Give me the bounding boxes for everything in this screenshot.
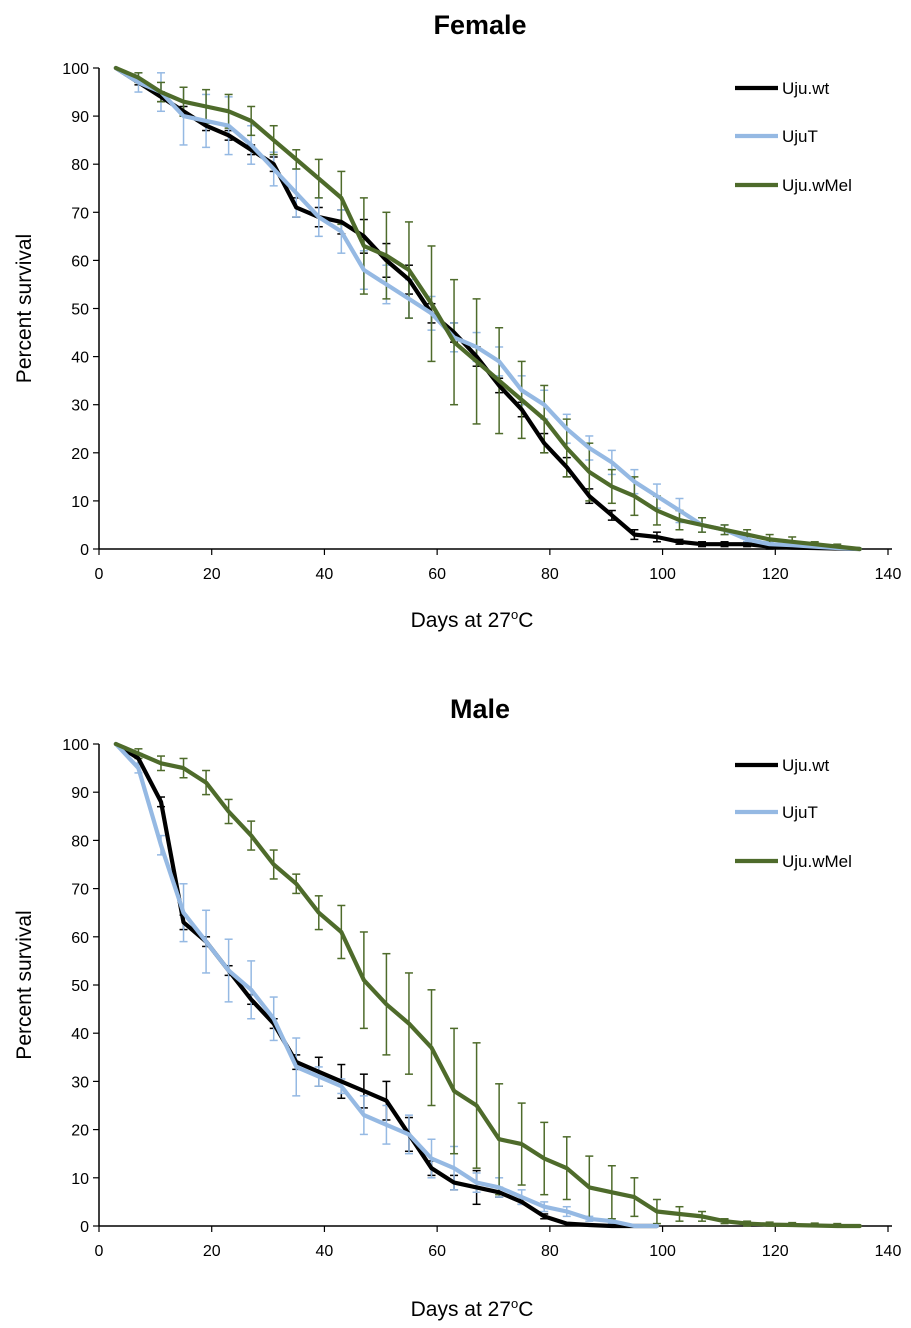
legend-label-ujut: UjuT <box>782 127 818 146</box>
male-y-tick-label: 30 <box>71 1074 89 1091</box>
male-chart-title: Male <box>450 694 510 724</box>
male-x-tick-label: 60 <box>428 1243 446 1260</box>
female-series-line-uju-wmel <box>113 65 862 552</box>
female-x-tick-label: 80 <box>541 566 559 583</box>
female-chart-svg: Female 0 10 20 30 40 50 60 70 80 90 100 0 20 40 60 80 100… <box>13 10 902 632</box>
male-y-tick-label: 100 <box>62 737 89 754</box>
legend-label-uju-wt: Uju.wt <box>782 79 830 98</box>
female-y-tick-label: 30 <box>71 398 89 415</box>
female-series-line-ujut <box>113 65 862 552</box>
female-y-tick-label: 40 <box>71 350 89 367</box>
female-x-tick-label: 60 <box>428 566 446 583</box>
male-x-tick-label: 100 <box>649 1243 676 1260</box>
male-x-tick-label: 40 <box>316 1243 334 1260</box>
male-x-tick-label: 140 <box>875 1243 902 1260</box>
female-x-tick-label: 120 <box>762 566 789 583</box>
female-x-tick-label: 20 <box>203 566 221 583</box>
male-chart-svg: Male 0 10 20 30 40 50 60 70 80 90 100 0 20 40 60 80 100 12… <box>13 694 902 1321</box>
female-x-tick-label: 100 <box>649 566 676 583</box>
female-y-tick-label: 80 <box>71 157 89 174</box>
female-y-axis-label: Percent survival <box>13 234 36 383</box>
legend-label-uju-wt: Uju.wt <box>782 756 830 775</box>
male-series-line-ujut <box>113 741 660 1229</box>
male-x-tick-label: 0 <box>95 1243 104 1260</box>
male-y-axis-label: Percent survival <box>13 910 36 1059</box>
male-series-line-uju-wmel <box>113 741 862 1229</box>
female-legend: Uju.wt UjuT Uju.wMel <box>735 79 852 195</box>
male-survival-chart: Male 0 10 20 30 40 50 60 70 80 90 100 0 20 40 60 80 100 12… <box>0 664 911 1328</box>
legend-label-ujut: UjuT <box>782 803 818 822</box>
female-y-tick-label: 60 <box>71 253 89 270</box>
male-y-tick-label: 0 <box>80 1219 89 1236</box>
female-x-tick-label: 0 <box>95 566 104 583</box>
female-y-tick-label: 100 <box>62 61 89 78</box>
male-x-tick-label: 120 <box>762 1243 789 1260</box>
male-legend: Uju.wt UjuT Uju.wMel <box>735 756 852 871</box>
male-x-tick-label: 80 <box>541 1243 559 1260</box>
male-y-tick-label: 20 <box>71 1123 89 1140</box>
female-x-axis-label: Days at 27oC <box>411 607 534 632</box>
female-chart-title: Female <box>433 10 526 40</box>
male-x-tick-label: 20 <box>203 1243 221 1260</box>
male-y-tick-label: 50 <box>71 978 89 995</box>
male-y-tick-label: 60 <box>71 930 89 947</box>
female-y-tick-label: 90 <box>71 109 89 126</box>
male-y-tick-label: 70 <box>71 882 89 899</box>
female-y-tick-label: 70 <box>71 205 89 222</box>
female-y-tick-label: 50 <box>71 302 89 319</box>
legend-label-uju-wmel: Uju.wMel <box>782 176 852 195</box>
male-y-tick-label: 40 <box>71 1026 89 1043</box>
female-y-tick-label: 0 <box>80 542 89 559</box>
legend-label-uju-wmel: Uju.wMel <box>782 852 852 871</box>
female-y-tick-label: 20 <box>71 446 89 463</box>
male-y-tick-label: 10 <box>71 1171 89 1188</box>
male-y-tick-label: 80 <box>71 833 89 850</box>
male-series-uju-wt-error-bars <box>134 752 549 1220</box>
female-survival-chart: Female 0 10 20 30 40 50 60 70 80 90 100 0 20 40 60 80 100… <box>13 10 902 632</box>
female-x-tick-label: 40 <box>316 566 334 583</box>
male-x-axis-label: Days at 27oC <box>411 1296 534 1321</box>
female-y-tick-label: 10 <box>71 494 89 511</box>
male-y-tick-label: 90 <box>71 785 89 802</box>
female-x-tick-label: 140 <box>875 566 902 583</box>
